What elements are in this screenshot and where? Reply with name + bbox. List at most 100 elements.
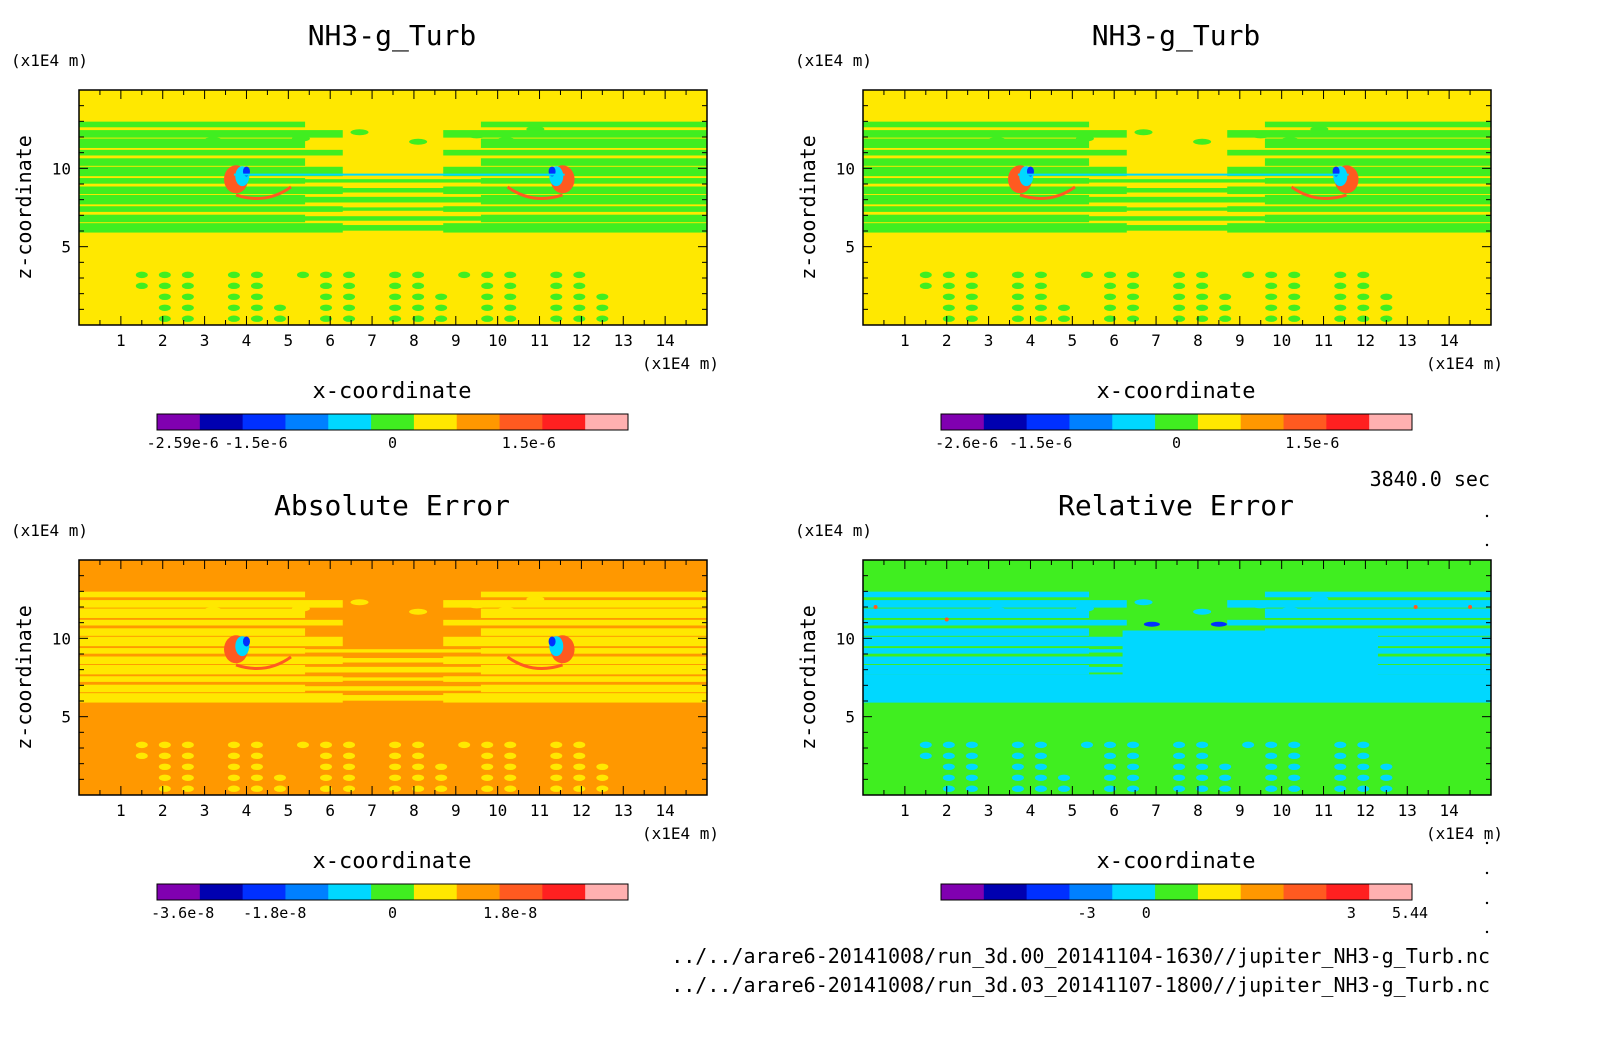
field-blob <box>1034 293 1047 300</box>
colorbar-tick-label: -1.5e-6 <box>1009 434 1072 452</box>
panel-1: NH3-g_Turb(x1E4 m)1 2 3 4 5 6 7 8 9 10 11 12 13 14510… <box>11 19 719 452</box>
field-blob <box>504 763 517 770</box>
x-tick-label: 14 <box>1440 801 1459 820</box>
panel-3: Absolute Error(x1E4 m)1 2 3 4 5 6 7 8 9 10 11 12 13 1… <box>11 489 719 922</box>
field-band <box>246 207 540 211</box>
field-blob <box>435 315 448 322</box>
field-band <box>480 138 707 148</box>
field-dot <box>944 617 949 622</box>
field-blob <box>1127 785 1140 792</box>
colorbar-swatch <box>585 414 629 430</box>
field-blob <box>409 608 428 615</box>
y-axis-label: z-coordinate <box>12 135 36 280</box>
field-blob <box>1357 304 1370 311</box>
file-path-2: ../../arare6-20141008/run_3d.03_20141107… <box>671 973 1490 997</box>
field-blob <box>412 785 425 792</box>
field-band <box>1264 178 1491 184</box>
colorbar-frame <box>156 883 629 901</box>
field-blob <box>409 138 428 145</box>
field-band <box>863 194 1090 205</box>
field-blob <box>1127 271 1140 279</box>
field-blob <box>497 607 516 614</box>
field-blob <box>273 774 286 781</box>
field-blob <box>135 282 148 290</box>
field-blob <box>320 293 333 300</box>
field-band <box>863 178 1090 184</box>
x-tick-label: 5 <box>1068 801 1078 820</box>
field-band <box>443 186 707 195</box>
field-blob <box>1334 315 1347 322</box>
field-band <box>480 648 707 654</box>
field-blob <box>320 741 333 749</box>
field-blob <box>1339 130 1358 137</box>
x-tick-label: 14 <box>656 331 675 350</box>
field-blob <box>1288 293 1301 300</box>
field-blob <box>1011 271 1024 279</box>
field-blob <box>343 293 356 300</box>
field-blob <box>1034 741 1047 749</box>
field-blob <box>1034 282 1047 290</box>
field-blob <box>1265 304 1278 311</box>
field-band <box>480 158 707 166</box>
x-axis-label: x-coordinate <box>1097 379 1256 404</box>
field-blob <box>135 752 148 760</box>
field-band <box>1227 223 1491 233</box>
field-blob <box>942 282 955 290</box>
field-blob <box>158 304 171 311</box>
field-blob <box>1173 741 1186 749</box>
field-blob <box>1380 774 1393 781</box>
y-tick-label: 5 <box>61 708 71 727</box>
file-path-1: ../../arare6-20141008/run_3d.00_20141104… <box>671 944 1490 968</box>
field-band <box>1122 630 1378 678</box>
colorbar-swatch <box>371 414 415 430</box>
field-band <box>863 223 1127 233</box>
field-blob <box>550 271 563 279</box>
field-blob <box>1334 741 1347 749</box>
field-blob <box>273 785 286 792</box>
field-blob <box>504 315 517 322</box>
x-tick-label: 10 <box>1272 331 1291 350</box>
field-blob <box>1288 785 1301 792</box>
field-band <box>79 676 343 682</box>
field-blob <box>1104 741 1117 749</box>
colorbar-swatch <box>1326 884 1370 900</box>
field-blob <box>919 741 932 749</box>
x-axis-label: x-coordinate <box>1097 849 1256 874</box>
colorbar-swatch <box>542 414 586 430</box>
field-blob <box>1288 741 1301 749</box>
field-band <box>863 664 1090 675</box>
field-blob <box>227 282 240 290</box>
field-blob <box>389 282 402 290</box>
field-band <box>443 130 707 138</box>
field-blob <box>320 282 333 290</box>
field-blob <box>965 774 978 781</box>
field-blob <box>158 282 171 290</box>
colorbar-swatch <box>242 884 286 900</box>
field-blob <box>1127 763 1140 770</box>
field-blob <box>181 282 194 290</box>
vortex-arc <box>506 185 564 201</box>
x-tick-label: 7 <box>367 801 377 820</box>
field-blob <box>1011 785 1024 792</box>
field-dot <box>873 605 878 609</box>
field-blob <box>1196 774 1209 781</box>
field-band <box>480 178 707 184</box>
heatmap-field <box>863 560 1491 795</box>
field-band <box>79 628 306 636</box>
field-blob <box>596 763 609 770</box>
x-tick-label: 2 <box>942 801 952 820</box>
field-band <box>246 225 540 231</box>
field-band <box>863 674 1491 703</box>
panel-title: NH3-g_Turb <box>308 19 477 53</box>
x-tick-label: 10 <box>488 801 507 820</box>
field-blob <box>1380 785 1393 792</box>
field-blob <box>1173 774 1186 781</box>
x-tick-label: 4 <box>242 331 252 350</box>
field-band <box>79 608 306 618</box>
field-blob <box>965 293 978 300</box>
x-tick-label: 13 <box>1398 801 1417 820</box>
field-blob <box>1310 126 1329 133</box>
field-blob <box>250 752 263 760</box>
field-blob <box>1288 282 1301 290</box>
field-band <box>246 179 540 183</box>
